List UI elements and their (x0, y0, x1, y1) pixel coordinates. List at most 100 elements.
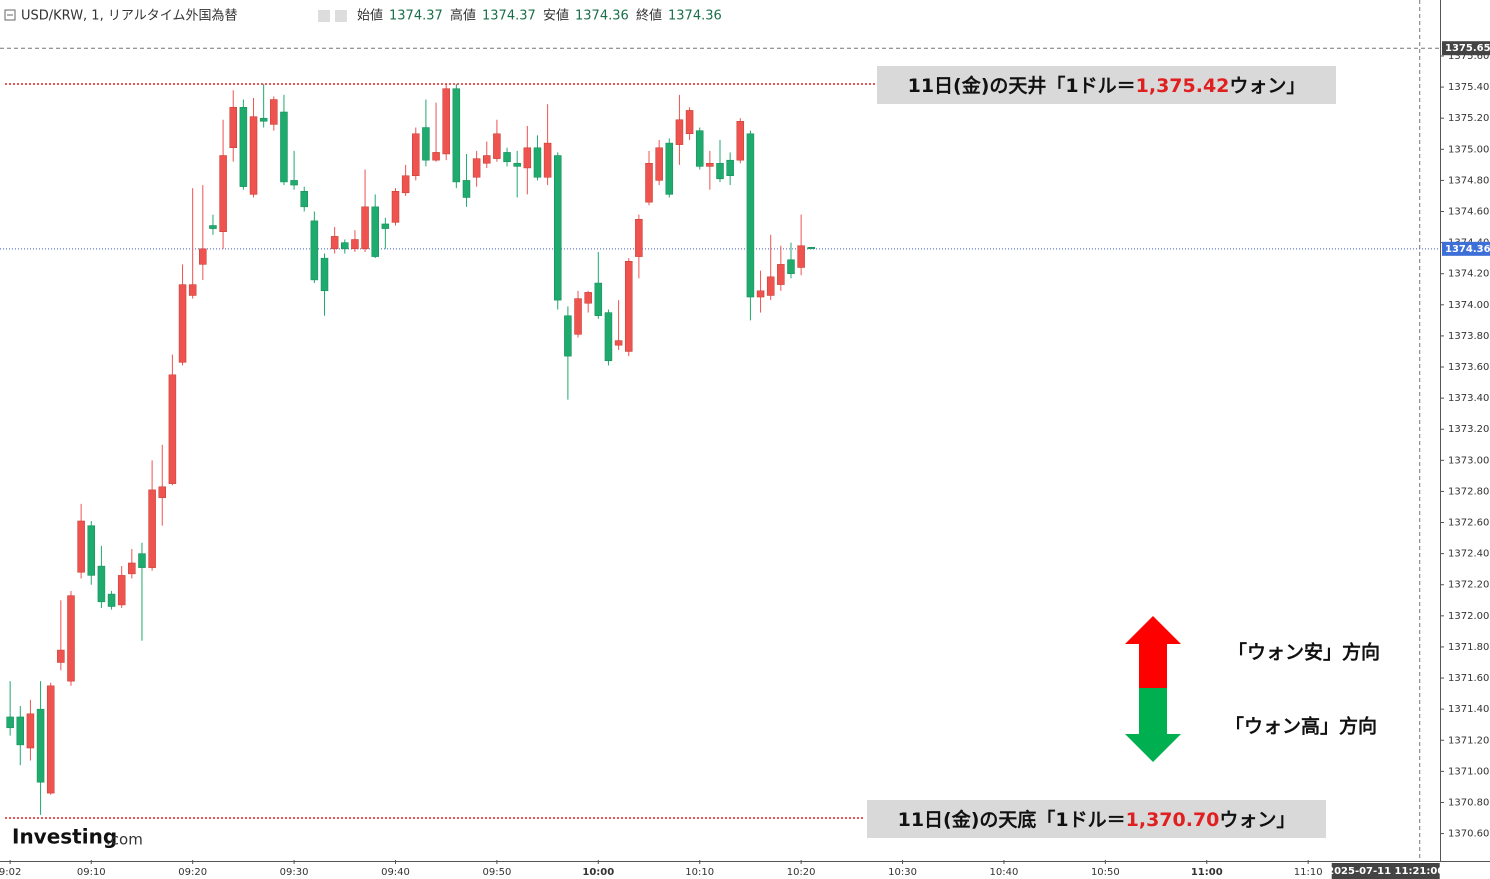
settings-icon[interactable] (318, 10, 330, 22)
y-tick-label: 1375.00 (1448, 144, 1489, 155)
candle-body (716, 163, 724, 180)
candle-body (472, 158, 481, 178)
x-tick-label: 10:50 (1091, 867, 1120, 878)
x-tick-label: 10:20 (787, 867, 816, 878)
candle-body (371, 206, 379, 257)
candle-body (533, 147, 542, 178)
candle-body (736, 121, 745, 161)
annotation-suffix: ウォン」 (1219, 809, 1295, 831)
crosshair-time-box (1331, 863, 1440, 879)
candle-body (412, 133, 420, 176)
candle-body (259, 117, 268, 122)
candle-body (107, 593, 116, 607)
candle-body (665, 142, 674, 195)
x-tick-label: 10:10 (685, 867, 714, 878)
y-tick-label: 1375.20 (1448, 113, 1489, 124)
candle-body (87, 525, 96, 576)
x-tick-label: 09:10 (77, 867, 106, 878)
candle-body (523, 147, 532, 169)
y-tick-label: 1375.60 (1448, 51, 1489, 62)
y-tick-label: 1370.80 (1448, 797, 1489, 808)
candle-body (36, 708, 45, 783)
candle-body (543, 142, 552, 178)
low-value: 1374.36 (575, 9, 629, 24)
candle-body (26, 713, 35, 749)
candle-body (553, 155, 562, 301)
x-tick-label: 10:00 (582, 867, 614, 878)
candle-body (483, 155, 491, 164)
y-tick-label: 1370.60 (1448, 829, 1489, 840)
candle-body (330, 236, 339, 250)
candle-body (57, 649, 65, 663)
candle-body (97, 565, 106, 603)
candle-body (604, 312, 613, 362)
last-price-box (1442, 241, 1490, 256)
y-tick-label: 1371.60 (1448, 673, 1489, 684)
x-tick-label: 11:10 (1294, 867, 1323, 878)
x-tick-label: 09:30 (280, 867, 309, 878)
down-label: 「ウォン高」方向 (1225, 715, 1377, 738)
candle-body (158, 486, 167, 498)
candle-body (341, 242, 349, 250)
candle-body (452, 88, 461, 183)
candle-body (432, 152, 440, 161)
candle-body (310, 220, 319, 281)
candle-body (209, 225, 217, 229)
header: USD/KRW, 1, リアルタイム外国為替 始値 1374.37 高値 137… (4, 8, 722, 24)
candle-body (77, 520, 85, 573)
candle-body (766, 276, 775, 296)
candle-body (675, 119, 684, 145)
annotation-value: 1,375.42 (1136, 74, 1230, 96)
candle-body (797, 245, 805, 268)
x-tick-label: 09:20 (178, 867, 207, 878)
y-tick-label: 1372.40 (1448, 549, 1489, 560)
symbol: USD/KRW, 1, リアルタイム外国為替 (21, 8, 237, 24)
candle-body (391, 191, 400, 223)
crosshair-price-label: 1375.65 (1445, 43, 1490, 54)
candle-body (746, 133, 755, 298)
candle-body (148, 489, 156, 568)
y-tick-label: 1373.00 (1448, 455, 1489, 466)
candle-body (67, 595, 75, 682)
candle-body (138, 553, 146, 568)
candle-body (401, 175, 410, 194)
candle-body (188, 284, 197, 296)
candle-body (229, 107, 237, 148)
candle-body (270, 99, 278, 125)
candle-body (777, 264, 785, 285)
y-tick-label: 1373.80 (1448, 331, 1489, 342)
candle-body (199, 248, 207, 265)
x-tick-label: 11:00 (1191, 867, 1223, 878)
collapse-icon[interactable] (4, 9, 16, 21)
candle-body (361, 206, 369, 250)
candle-body (442, 88, 450, 155)
candle-body (46, 685, 55, 794)
candle-body (249, 116, 258, 195)
close-label: 終値 (636, 8, 662, 24)
annotation-value: 1,370.70 (1126, 809, 1220, 831)
settings-icon[interactable] (335, 10, 347, 22)
candle-body (624, 261, 633, 352)
x-tick-label: 09:50 (482, 867, 511, 878)
x-tick-label: 9:02 (0, 867, 21, 878)
candle-body (219, 155, 227, 232)
y-tick-label: 1373.40 (1448, 393, 1489, 404)
candle-body (756, 290, 765, 298)
y-tick-label: 1372.20 (1448, 580, 1489, 591)
candle-body (178, 284, 187, 363)
candle-body (462, 180, 471, 198)
candle-body (574, 298, 582, 335)
candle-body (280, 111, 288, 183)
close-value: 1374.36 (668, 9, 722, 24)
annotation-box (867, 800, 1326, 839)
open-value: 1374.37 (389, 9, 443, 24)
candle-body (290, 180, 298, 186)
high-label: 高値 (450, 8, 476, 24)
y-tick-label: 1374.60 (1448, 207, 1489, 218)
candle-body (320, 257, 329, 292)
last-price-label: 1374.36 (1445, 244, 1490, 255)
y-tick-label: 1372.60 (1448, 518, 1489, 529)
annotation-prefix: 11日(金)の天底「1ドル＝ (898, 808, 1126, 831)
y-tick-label: 1373.20 (1448, 424, 1489, 435)
